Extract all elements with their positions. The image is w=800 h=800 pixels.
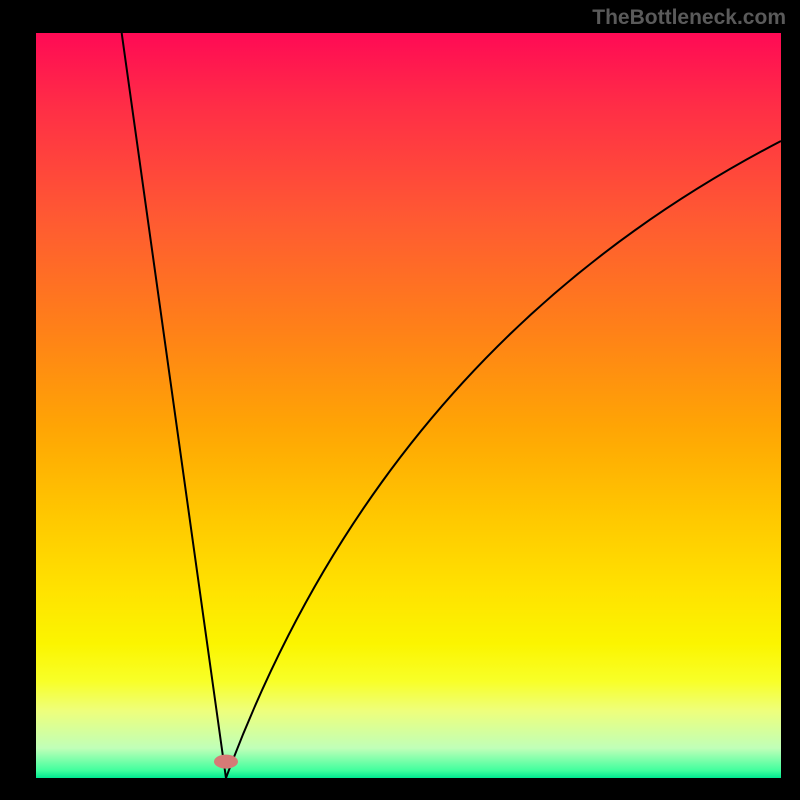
bottleneck-chart — [36, 33, 781, 778]
minimum-marker — [214, 755, 238, 769]
gradient-background — [36, 33, 781, 778]
watermark-text: TheBottleneck.com — [592, 6, 786, 30]
chart-container: TheBottleneck.com — [0, 0, 800, 800]
